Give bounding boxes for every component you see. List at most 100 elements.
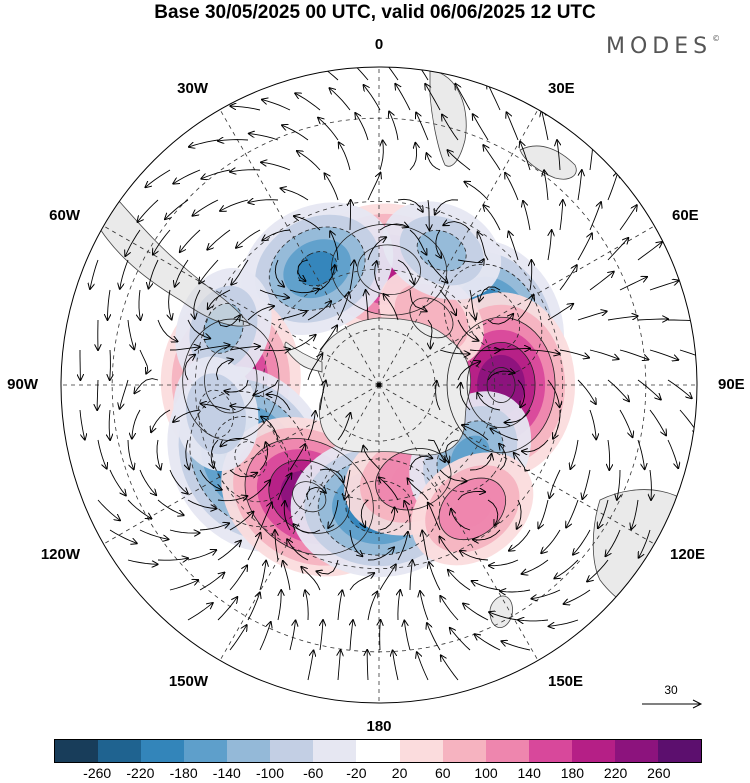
wind-vector-arrow [139, 289, 140, 320]
meridian-line [378, 384, 539, 661]
wind-vector-arrow [639, 529, 651, 558]
wind-vector-arrow [132, 409, 141, 439]
wind-vector-arrow [425, 84, 441, 111]
wind-vector-arrow [564, 589, 591, 604]
lon-label-90e: 90E [718, 376, 745, 393]
wind-vector-arrow [349, 529, 362, 556]
wind-vector-arrow [393, 651, 399, 681]
wind-vector-arrow [483, 205, 501, 231]
wind-vector-arrow [134, 378, 159, 394]
wind-vector-arrow [379, 565, 396, 591]
wind-vector-arrow [517, 499, 521, 529]
polar-map [60, 66, 698, 704]
wind-vector-arrow [409, 229, 427, 255]
wind-vector-arrow [277, 473, 292, 501]
wind-vector-arrow [549, 619, 579, 626]
wind-vector-arrow [157, 499, 184, 515]
wind-vector-arrow [249, 134, 279, 141]
anomaly-contour-fill [452, 490, 492, 527]
wind-vector-arrow [194, 289, 201, 319]
wind-vector-arrow [294, 216, 321, 231]
wind-vector-arrow [217, 541, 241, 561]
wind-vector-arrow [520, 142, 531, 171]
wind-vector-arrow [487, 499, 498, 526]
reference-vector: 30 [640, 683, 710, 716]
wind-vector-arrow [97, 379, 98, 410]
wind-vector-arrow [559, 349, 589, 358]
reference-arrow-icon [642, 699, 703, 709]
wind-vector-arrow [346, 67, 369, 81]
wind-vector-arrow [505, 409, 531, 423]
geopotential-contour-line [244, 438, 374, 556]
wind-vector-arrow [307, 354, 322, 381]
wind-vector-arrow [440, 596, 459, 621]
latitude-circle [195, 201, 563, 569]
wind-vector-arrow [457, 259, 484, 262]
wind-vector-arrow [505, 173, 519, 201]
wind-vector-arrow [649, 409, 666, 435]
wind-vector-arrow [479, 286, 501, 301]
wind-vector-arrow [215, 360, 233, 381]
colorbar-segment [657, 740, 701, 762]
wind-vector-arrow [259, 561, 266, 591]
colorbar-segment [356, 740, 400, 762]
wind-vector-arrow [570, 439, 579, 469]
wind-vector-arrow [375, 261, 381, 291]
wind-vector-arrow [345, 469, 351, 500]
lon-label-150w: 150W [168, 673, 208, 690]
wind-vector-arrow [530, 260, 532, 291]
lon-label-60w: 60W [49, 207, 80, 224]
wind-vector-arrow [619, 349, 648, 360]
map-title: Base 30/05/2025 00 UTC, valid 06/06/2025… [154, 2, 596, 23]
colorbar-segment [399, 740, 443, 762]
wind-vector-arrow [443, 222, 471, 231]
wind-vector-arrow [462, 425, 489, 441]
wind-vector-arrow [517, 379, 525, 407]
wind-vector-arrow [247, 480, 270, 501]
wind-vector-arrow [169, 347, 200, 350]
wind-vector-arrow [428, 199, 429, 230]
wind-vector-arrow [193, 199, 219, 216]
wind-vector-arrow [397, 259, 414, 284]
wind-vector-arrow [469, 454, 492, 471]
wind-vector-arrow [149, 259, 159, 288]
wind-vector-arrow [499, 444, 507, 471]
wind-vector-arrow [267, 395, 291, 411]
wind-vector-arrow [217, 315, 240, 328]
wind-vector-arrow [379, 477, 399, 501]
wind-vector-arrow [544, 170, 548, 201]
wind-vector-arrow [277, 590, 281, 621]
colorbar-tick-label: 180 [560, 765, 585, 781]
wind-vector-arrow [262, 229, 291, 240]
wind-vector-arrow [97, 499, 120, 520]
wind-vector-arrow [187, 550, 216, 561]
wind-vector-arrow [577, 311, 607, 321]
wind-vector-arrow [608, 439, 610, 470]
wind-vector-arrow [247, 533, 260, 561]
madagascar-land [519, 145, 577, 180]
wind-vector-arrow [349, 573, 374, 591]
wind-vector-arrow [289, 621, 296, 651]
anomaly-contour-fill [198, 390, 234, 438]
wind-vector-arrow [108, 289, 111, 320]
meridian-line [219, 109, 380, 386]
wind-vector-arrow [201, 404, 231, 411]
wind-vector-arrow [577, 170, 582, 201]
wind-vector-arrow [337, 590, 342, 621]
wind-vector-arrow [248, 200, 279, 203]
wind-vector-arrow [417, 652, 429, 681]
wind-vector-arrow [320, 620, 323, 651]
wind-vector-arrow [262, 100, 291, 111]
wind-vector-arrow [631, 499, 639, 529]
geopotential-contour-line [292, 481, 327, 513]
wind-vector-arrow [139, 349, 148, 374]
lon-label-90w: 90W [7, 376, 38, 393]
colorbar-tick-label: -60 [303, 765, 324, 781]
wind-vector-arrow [199, 573, 224, 591]
wind-vector-arrow [379, 67, 399, 81]
wind-vector-arrow [475, 634, 501, 651]
wind-vector-arrow [363, 446, 381, 471]
colorbar-segment [184, 740, 228, 762]
wind-vector-arrow [469, 289, 476, 319]
wind-vector-arrow [229, 625, 247, 651]
